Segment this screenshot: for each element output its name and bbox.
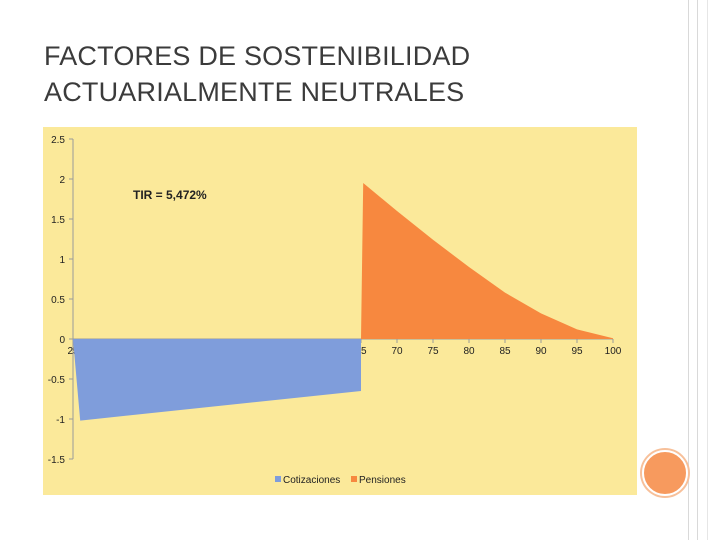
tir-annotation: TIR = 5,472%	[133, 188, 207, 202]
area-pensiones	[361, 183, 613, 339]
y-tick-label: 2	[59, 175, 65, 186]
x-tick-label: 90	[535, 346, 547, 357]
chart-legend: Cotizaciones Pensiones	[275, 475, 406, 486]
legend-label-pensiones: Pensiones	[359, 475, 406, 486]
y-tick-label: 0.5	[51, 295, 65, 306]
y-tick-label: 1	[59, 255, 65, 266]
y-tick-label: -1.5	[48, 455, 66, 466]
series-areas	[73, 183, 613, 421]
x-tick-label: 80	[463, 346, 475, 357]
chart-container: 2.521.510.50-0.5-1-1.5 25303540455055606…	[43, 127, 637, 500]
x-tick-label: 95	[571, 346, 583, 357]
slide-title: FACTORES DE SOSTENIBILIDAD ACTUARIALMENT…	[44, 38, 644, 110]
y-tick-label: 1.5	[51, 215, 65, 226]
x-tick-label: 70	[391, 346, 403, 357]
decorative-circle	[642, 450, 688, 496]
x-tick-label: 25	[67, 346, 79, 357]
area-cotizaciones	[73, 339, 361, 421]
slide-border-decoration-inner	[707, 0, 710, 540]
x-tick-label: 85	[499, 346, 511, 357]
x-tick-label: 100	[605, 346, 622, 357]
chart-background	[43, 127, 637, 495]
legend-label-cotizaciones: Cotizaciones	[283, 475, 340, 486]
x-tick-label: 75	[427, 346, 439, 357]
y-axis: 2.5 2 1.5 1 0.5 0 -0.5 -1 -1.5	[48, 135, 74, 466]
area-chart: 2.521.510.50-0.5-1-1.5 25303540455055606…	[43, 127, 637, 495]
y-tick-label: -0.5	[48, 375, 66, 386]
y-tick-label: -1	[56, 415, 65, 426]
y-tick-label: 2.5	[51, 135, 65, 146]
slide-title-line-2: ACTUARIALMENTE NEUTRALES	[44, 77, 465, 107]
legend-swatch-cotizaciones	[275, 476, 281, 482]
legend-swatch-pensiones	[351, 476, 357, 482]
x-tick-label: 65	[355, 346, 367, 357]
y-tick-label: 0	[59, 335, 65, 346]
slide-border-decoration	[688, 0, 698, 540]
slide-title-line-1: FACTORES DE SOSTENIBILIDAD	[44, 41, 471, 71]
